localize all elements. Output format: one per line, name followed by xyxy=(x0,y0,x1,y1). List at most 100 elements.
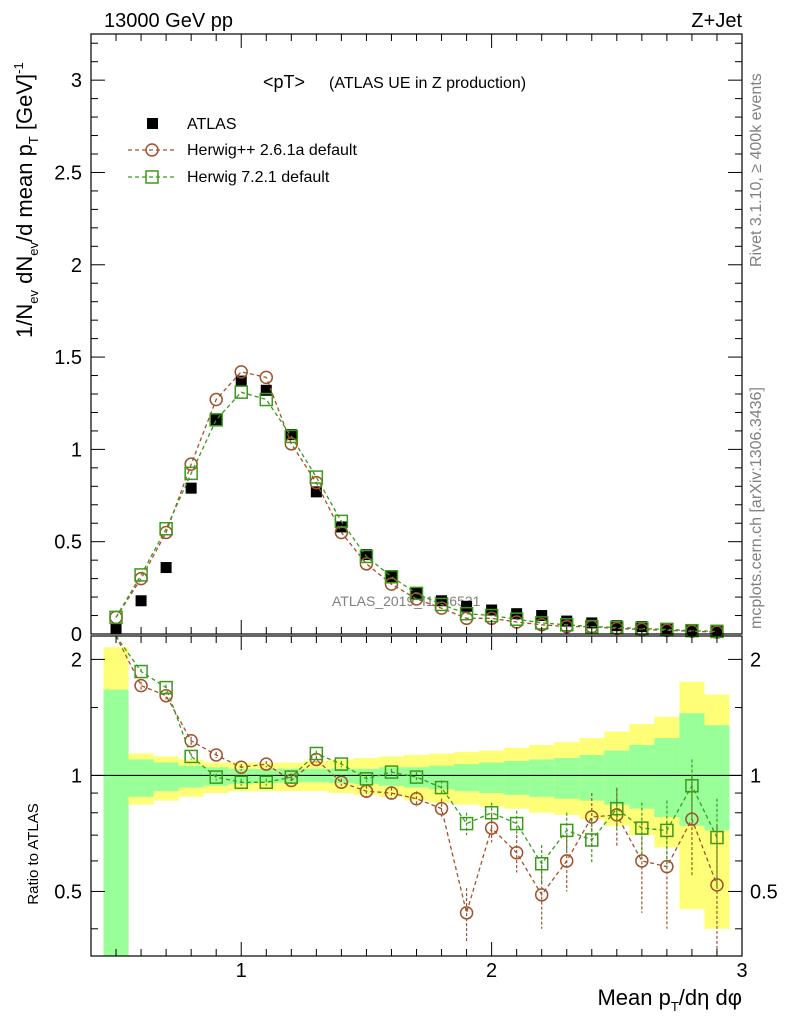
herwigpp-point xyxy=(559,854,574,868)
chart-title-main: <pT> xyxy=(263,72,305,92)
herwigpp-point xyxy=(209,392,223,407)
herwig7-point xyxy=(534,856,549,871)
atlas-data-point xyxy=(135,595,147,607)
herwigpp-point xyxy=(534,888,549,902)
watermark-label: ATLAS_2019_I1736531 xyxy=(332,593,481,609)
y-tick-label: 0 xyxy=(71,624,82,646)
herwigpp-point xyxy=(409,791,424,806)
legend: ATLAS Herwig++ 2.6.1a default Herwig 7.2… xyxy=(128,116,357,186)
herwig7-point xyxy=(184,749,198,764)
y-tick-label: 2.5 xyxy=(54,162,82,184)
herwig7-point xyxy=(134,568,148,582)
atlas-data-point xyxy=(636,621,648,633)
herwig7-point xyxy=(234,775,248,790)
ratio-y-tick-label-left: 1 xyxy=(71,765,82,787)
legend-atlas: ATLAS xyxy=(147,116,237,133)
stat-band-bin xyxy=(579,754,605,801)
atlas-data-point xyxy=(235,375,247,387)
herwig7-point xyxy=(635,821,649,835)
main-data-marks xyxy=(109,365,724,639)
legend-herwigpp-label: Herwig++ 2.6.1a default xyxy=(187,142,357,159)
legend-herwig7-label: Herwig 7.2.1 default xyxy=(187,169,330,186)
ratio-panel: 0.5 0.5 1 1 2 2 1 2 3 Ratio to ATLAS Mean pT/dη … xyxy=(25,635,778,1014)
ratio-axes: 0.5 0.5 1 1 2 2 1 2 3 xyxy=(54,635,778,982)
herwig7-point xyxy=(234,385,248,399)
herwig7-point xyxy=(484,806,499,820)
legend-herwigpp-marker xyxy=(145,143,159,157)
herwig7-point xyxy=(585,833,599,847)
atlas-data-point xyxy=(160,562,172,574)
y-tick-label: 2 xyxy=(71,255,82,277)
main-axes: 0 0.5 1 1.5 2 2.5 3 xyxy=(54,33,743,646)
stat-band-bin xyxy=(504,760,530,795)
atlas-data-point xyxy=(285,429,297,441)
herwig7-point xyxy=(109,610,123,625)
x-tick-label: 3 xyxy=(736,960,747,982)
herwigpp-point xyxy=(484,821,499,835)
herwig7-point xyxy=(309,746,324,761)
herwigpp-point xyxy=(284,437,299,451)
herwig7-point xyxy=(384,570,399,584)
series-line xyxy=(115,371,718,633)
ratio-data-marks xyxy=(91,635,742,956)
herwig7-point xyxy=(284,770,299,784)
series-line xyxy=(115,635,718,865)
herwig7-point xyxy=(184,466,198,481)
herwigpp-point xyxy=(234,760,248,775)
legend-atlas-label: ATLAS xyxy=(187,116,237,133)
atlas-data-point xyxy=(586,617,598,629)
mcplots-label: mcplots.cern.ch [arXiv:1306.3436] xyxy=(748,387,765,629)
ratio-y-tick-label-right: 2 xyxy=(750,649,761,671)
energy-label: 13000 GeV pp xyxy=(104,10,233,32)
stat-band-bin xyxy=(629,744,655,809)
herwig7-point xyxy=(209,770,223,784)
atlas-data-point xyxy=(611,620,623,632)
atlas-data-point xyxy=(536,610,548,622)
atlas-data-point xyxy=(260,384,272,396)
atlas-data-point xyxy=(461,600,473,612)
herwig7-point xyxy=(434,597,449,612)
herwig7-point xyxy=(334,514,349,529)
herwig7-point xyxy=(459,816,474,831)
herwig7-point xyxy=(309,470,324,484)
herwig7-point xyxy=(660,622,674,637)
herwig7-point xyxy=(459,606,474,621)
ratio-y-tick-label-left: 0.5 xyxy=(54,881,82,903)
x-axis-label: Mean pT/dη dφ xyxy=(597,985,742,1014)
herwigpp-point xyxy=(660,859,674,874)
herwigpp-point xyxy=(585,810,599,824)
herwig7-point xyxy=(334,757,349,771)
atlas-data-point xyxy=(436,595,448,607)
herwigpp-point xyxy=(459,906,474,920)
herwig7-point xyxy=(359,549,374,564)
y-tick-label: 0.5 xyxy=(54,532,82,554)
x-tick-label: 2 xyxy=(486,960,497,982)
herwigpp-point xyxy=(259,757,274,771)
atlas-data-point xyxy=(385,571,397,583)
stat-band-bin xyxy=(704,725,730,831)
y-tick-label: 1 xyxy=(71,439,82,461)
herwigpp-point xyxy=(259,370,274,385)
herwigpp-point xyxy=(434,801,449,816)
stat-band-bin xyxy=(529,759,555,797)
legend-herwig7-marker xyxy=(145,170,159,184)
herwig7-point xyxy=(409,586,424,601)
herwigpp-point xyxy=(334,525,349,540)
stat-band-bin xyxy=(103,689,129,956)
stat-band-bin xyxy=(454,764,480,792)
ratio-y-tick-label-left: 2 xyxy=(71,649,82,671)
herwig7-point xyxy=(710,830,724,845)
stat-band-bin xyxy=(128,759,154,797)
ratio-y-axis-label: Ratio to ATLAS xyxy=(25,803,42,904)
herwig7-point xyxy=(685,779,699,793)
herwigpp-point xyxy=(209,748,223,762)
herwigpp-point xyxy=(685,812,699,826)
chart-title-sub: (ATLAS UE in Z production) xyxy=(329,75,526,92)
process-label: Z+Jet xyxy=(691,10,742,32)
stat-band-bin xyxy=(479,762,505,794)
herwig7-point xyxy=(384,765,399,779)
herwig7-point xyxy=(284,429,299,444)
x-tick-label: 1 xyxy=(236,960,247,982)
atlas-data-point xyxy=(310,486,322,498)
